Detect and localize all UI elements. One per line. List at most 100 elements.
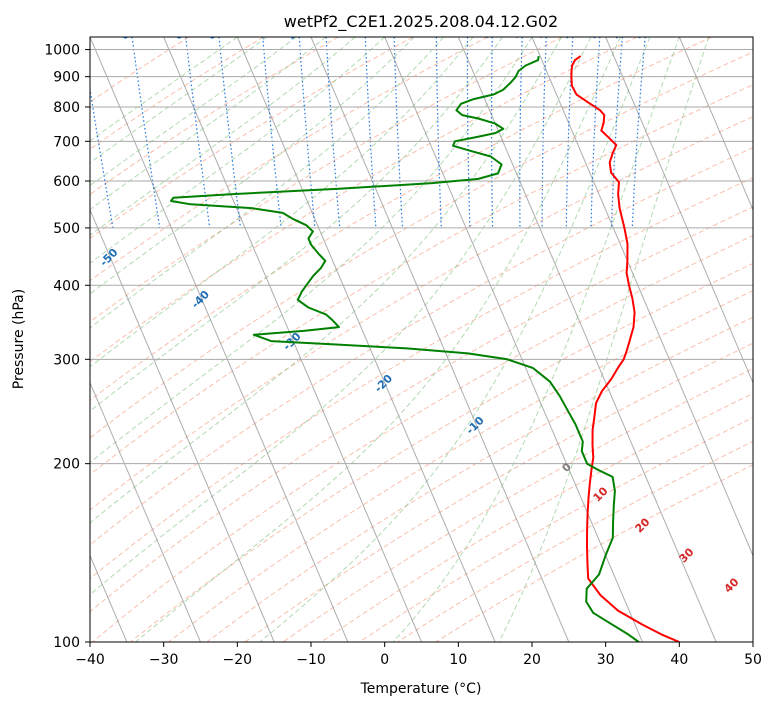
moist-adiabat-line	[90, 37, 356, 236]
chart-title: wetPf2_C2E1.2025.208.04.12.G02	[284, 12, 558, 32]
mixing-ratio-label: 25	[588, 23, 608, 42]
isotherm-label: -50	[97, 246, 120, 269]
x-tick-label: 40	[670, 652, 688, 668]
x-tick-label: 50	[744, 652, 762, 668]
mixing-ratio-label: 6	[428, 24, 441, 39]
mixing-ratio-line	[185, 37, 211, 228]
y-tick-label: 400	[53, 278, 80, 294]
dry-adiabat-line	[90, 177, 753, 580]
dry-adiabat-line	[91, 234, 753, 642]
x-axis-title: Temperature (°C)	[360, 681, 482, 697]
dry-adiabat-line	[206, 316, 753, 642]
y-tick-label: 300	[53, 352, 80, 368]
mixing-ratio-label: 13	[510, 23, 530, 42]
mixing-ratio-label: 36	[634, 22, 654, 41]
mixing-ratio-label: 0.1	[68, 21, 91, 42]
isotherm-line	[457, 37, 717, 642]
dry-adiabat-line	[90, 146, 753, 546]
mixing-ratio-line	[631, 37, 646, 228]
moist-adiabat-label: 10	[591, 484, 611, 504]
mixing-ratio-label: 20	[561, 22, 581, 41]
mixing-ratio-line	[490, 37, 494, 228]
moist-adiabat-line	[90, 37, 297, 187]
isotherm-line	[90, 37, 349, 642]
dry-adiabat-line	[359, 416, 753, 642]
y-axis-title: Pressure (hPa)	[11, 289, 27, 389]
isotherm-line	[163, 37, 422, 642]
dry-adiabat-line	[90, 51, 753, 439]
isotherm-label: -60	[6, 204, 29, 227]
moist-adiabat-line	[392, 37, 680, 642]
moist-adiabat-line	[90, 37, 533, 464]
dry-adiabat-line	[90, 84, 753, 476]
x-tick-label: −20	[223, 652, 253, 668]
mixing-ratio-line	[364, 37, 377, 228]
x-axis: −40 −30 −20 −10 0 10 20 30 40 50	[75, 642, 762, 668]
isotherm-label: -10	[464, 414, 487, 437]
mixing-ratio-line	[435, 37, 442, 228]
dry-adiabat-line	[90, 37, 264, 150]
plot-frame	[89, 36, 754, 643]
mixing-ratio-label: 10	[481, 22, 501, 41]
mixing-ratio-label: 0.4	[172, 21, 196, 42]
mixing-ratio-label: 1	[254, 24, 267, 39]
moist-adiabat-line	[259, 37, 651, 642]
moist-adiabat-line	[90, 37, 444, 329]
moist-adiabat-line	[90, 37, 503, 412]
moist-adiabat-line	[90, 37, 562, 524]
isotherm-line	[236, 37, 496, 642]
x-tick-label: 0	[380, 652, 389, 668]
moist-adiabat-line	[90, 37, 327, 211]
y-tick-label: 600	[53, 174, 80, 190]
dry-adiabat-line	[90, 37, 638, 363]
mixing-ratio-line	[90, 85, 114, 229]
dry-adiabat-line	[90, 37, 712, 401]
mixing-ratio-line	[218, 37, 242, 228]
y-tick-label: 700	[53, 134, 80, 150]
y-axis: 1000 900 800 700 600 500 400 300 200 100	[44, 43, 90, 651]
isotherm-label: -20	[372, 372, 395, 395]
moist-adiabat-line	[90, 37, 592, 596]
moist-adiabat-line	[90, 37, 238, 142]
y-tick-label: 800	[53, 100, 80, 116]
dry-adiabat-line	[244, 342, 753, 642]
background-lines	[90, 37, 753, 642]
x-tick-label: 30	[597, 652, 615, 668]
y-tick-label: 1000	[44, 43, 80, 59]
dry-adiabat-line	[435, 464, 753, 642]
isotherm-line	[678, 37, 753, 212]
dry-adiabat-line	[168, 290, 753, 642]
dry-adiabat-line	[90, 37, 414, 239]
y-tick-label: 200	[53, 457, 80, 473]
mixing-ratio-label: 16	[535, 22, 555, 41]
y-tick-label: 100	[53, 635, 80, 651]
isotherm-label: -40	[189, 288, 212, 311]
mixing-ratio-line	[131, 37, 161, 228]
mixing-ratio-label: 4	[386, 24, 399, 39]
isotherm-line	[605, 37, 753, 384]
temperature-profile-line	[570, 55, 680, 642]
x-tick-label: −40	[75, 652, 105, 668]
mixing-ratio-label: 8	[459, 24, 472, 39]
dry-adiabat-line	[90, 37, 488, 282]
isotherm-line	[752, 37, 753, 39]
dry-adiabat-line	[282, 367, 753, 642]
mixing-ratio-line	[262, 37, 282, 228]
moist-adiabat-line	[90, 37, 386, 264]
moist-adiabat-label: 30	[677, 545, 697, 565]
y-tick-label: 900	[53, 70, 80, 86]
isotherm-line	[90, 381, 201, 642]
moist-adiabat-line	[90, 37, 268, 164]
mixing-ratio-line	[590, 37, 601, 228]
profile-series	[170, 55, 680, 642]
mixing-ratio-label: 30	[611, 22, 631, 41]
isotherm-line	[90, 208, 275, 642]
dry-adiabat-line	[90, 37, 339, 196]
isotherm-line	[310, 37, 570, 642]
x-tick-label: 10	[449, 652, 467, 668]
moist-adiabat-label: 40	[722, 575, 742, 595]
x-tick-label: −10	[296, 652, 326, 668]
mixing-ratio-label: 0.2	[119, 21, 142, 42]
moist-adiabat-line	[90, 37, 474, 368]
pressure-gridlines	[90, 49, 753, 642]
